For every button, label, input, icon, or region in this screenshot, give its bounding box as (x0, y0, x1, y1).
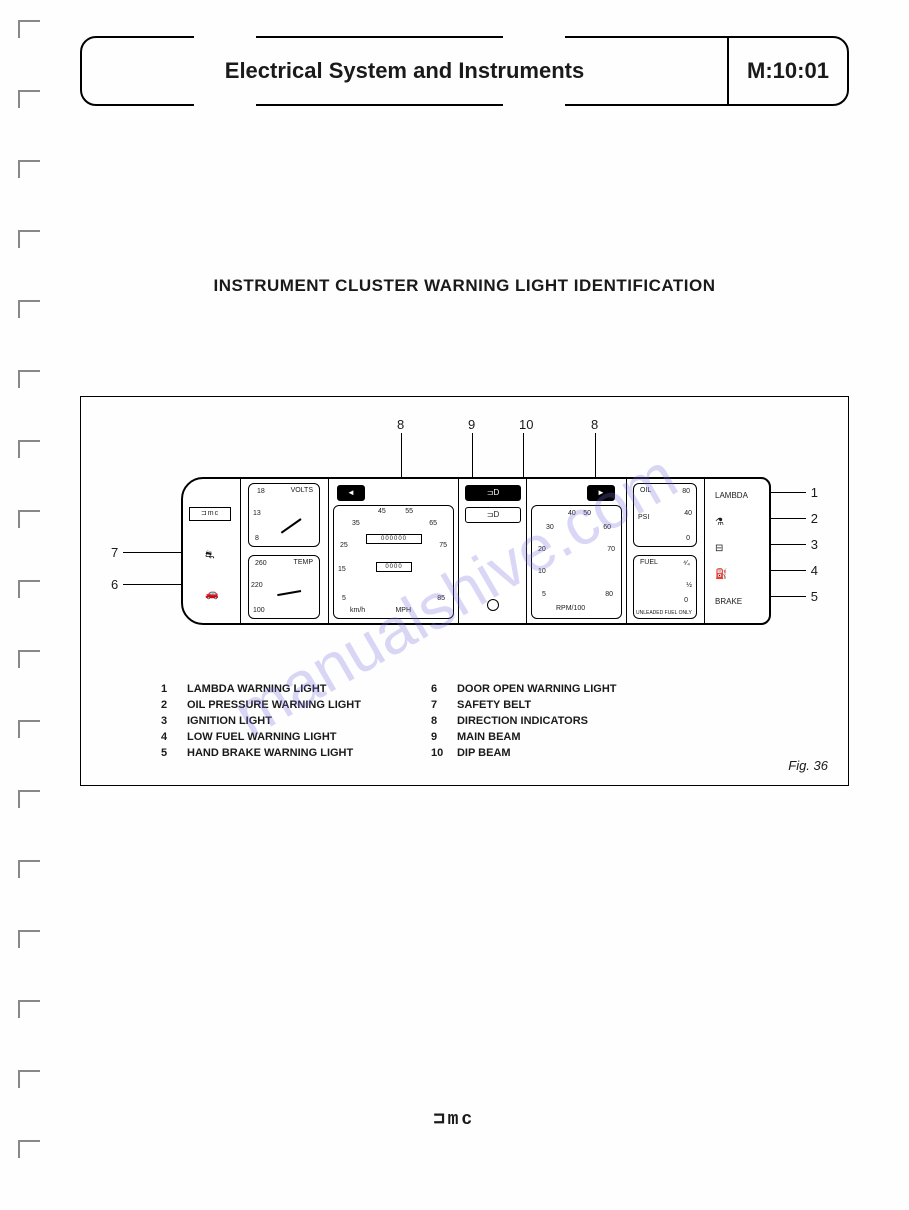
legend-row: 3IGNITION LIGHT (161, 715, 361, 727)
legend-row: 5HAND BRAKE WARNING LIGHT (161, 747, 361, 759)
callout-number: 8 (591, 417, 598, 432)
legend-row: 6DOOR OPEN WARNING LIGHT (431, 683, 617, 695)
legend-row: 10DIP BEAM (431, 747, 617, 759)
callout-number: 8 (397, 417, 404, 432)
callout-number: 9 (468, 417, 475, 432)
header-title: Electrical System and Instruments (82, 38, 727, 104)
cluster-diagram: 89108 76 12345 ⊐mc ⛐ 🚗 VOLTS 8 13 (101, 417, 828, 657)
figure-label: Fig. 36 (788, 758, 828, 773)
binding-marks (18, 20, 40, 1210)
footer-logo: ⊐mc (434, 1108, 475, 1130)
speedometer-panel: ◄ 000000 0000 km/h MPH 5 15 25 35 45 55 … (329, 479, 459, 623)
temp-gauge: TEMP 100 220 260 (248, 555, 320, 619)
volts-gauge: VOLTS 8 13 18 (248, 483, 320, 547)
callout-number: 2 (811, 511, 818, 526)
tachometer: RPM/100 5 10 20 30 40 50 60 70 80 (531, 505, 622, 619)
ignition-light-icon: ⊟ (715, 543, 723, 554)
legend: 1LAMBDA WARNING LIGHT 2OIL PRESSURE WARNI… (101, 675, 828, 771)
callout-number: 1 (811, 485, 818, 500)
brake-light: BRAKE (715, 597, 742, 606)
callout-number: 4 (811, 563, 818, 578)
dip-beam-indicator: ⊐D (465, 507, 521, 523)
fuel-light-icon: ⛽ (715, 569, 727, 580)
legend-row: 1LAMBDA WARNING LIGHT (161, 683, 361, 695)
page: Electrical System and Instruments M:10:0… (0, 0, 909, 816)
callout-number: 10 (519, 417, 533, 432)
door-icon: 🚗 (205, 587, 219, 600)
cluster-logo-panel: ⊐mc ⛐ 🚗 (183, 479, 241, 623)
left-turn-indicator: ◄ (337, 485, 365, 501)
instrument-cluster: ⊐mc ⛐ 🚗 VOLTS 8 13 18 TEMP 100 (181, 477, 771, 625)
section-title: INSTRUMENT CLUSTER WARNING LIGHT IDENTIF… (80, 276, 849, 296)
header-box: Electrical System and Instruments M:10:0… (80, 36, 849, 106)
oil-gauge: OIL PSI 0 40 80 (633, 483, 697, 547)
oil-light-icon: ⚗ (715, 517, 724, 528)
fuel-gauge: FUEL UNLEADED FUEL ONLY 0 ½ ⁴⁄₄ (633, 555, 697, 619)
lambda-light: LAMBDA (715, 491, 748, 500)
main-beam-indicator: ⊐D (465, 485, 521, 501)
legend-row: 4LOW FUEL WARNING LIGHT (161, 731, 361, 743)
legend-row: 7SAFETY BELT (431, 699, 617, 711)
header-code: M:10:01 (727, 38, 847, 104)
trip-odometer: 0000 (376, 562, 412, 572)
dmc-logo: ⊐mc (189, 507, 231, 521)
volts-temp-panel: VOLTS 8 13 18 TEMP 100 220 260 (241, 479, 329, 623)
odometer: 000000 (366, 534, 422, 544)
tachometer-panel: ► RPM/100 5 10 20 30 40 50 60 70 80 (527, 479, 627, 623)
legend-row: 2OIL PRESSURE WARNING LIGHT (161, 699, 361, 711)
right-turn-indicator: ► (587, 485, 615, 501)
legend-row: 8DIRECTION INDICATORS (431, 715, 617, 727)
legend-row: 9MAIN BEAM (431, 731, 617, 743)
speedometer: 000000 0000 km/h MPH 5 15 25 35 45 55 65… (333, 505, 454, 619)
warning-lights-panel: LAMBDA ⚗ ⊟ ⛽ BRAKE (705, 479, 769, 623)
reset-button (487, 599, 499, 611)
callout-number: 3 (811, 537, 818, 552)
beam-indicator-panel: ⊐D ⊐D (459, 479, 527, 623)
callout-number: 5 (811, 589, 818, 604)
oil-fuel-panel: OIL PSI 0 40 80 FUEL UNLEADED FUEL ONLY … (627, 479, 705, 623)
seatbelt-icon: ⛐ (205, 549, 215, 563)
callout-number: 6 (111, 577, 118, 592)
figure-box: 89108 76 12345 ⊐mc ⛐ 🚗 VOLTS 8 13 (80, 396, 849, 786)
callout-number: 7 (111, 545, 118, 560)
